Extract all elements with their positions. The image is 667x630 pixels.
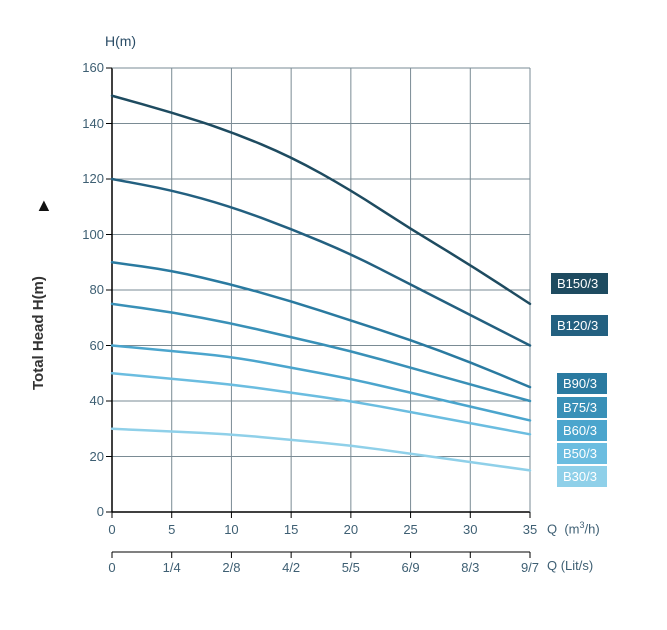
y-tick-label: 100 <box>72 227 104 242</box>
y-tick-label: 120 <box>72 171 104 186</box>
x-tick-primary-label: 5 <box>160 522 184 537</box>
x-tick-primary-label: 30 <box>458 522 482 537</box>
x-tick-primary-label: 35 <box>518 522 542 537</box>
y-tick-label: 20 <box>72 449 104 464</box>
x-tick-secondary-label: 6/9 <box>397 560 425 575</box>
y-tick-label: 60 <box>72 338 104 353</box>
y-tick-label: 80 <box>72 282 104 297</box>
x-tick-primary-label: 0 <box>100 522 124 537</box>
series-B90/3 <box>112 262 530 387</box>
legend-item: B150/3 <box>551 273 608 294</box>
legend-item: B50/3 <box>557 443 607 464</box>
legend-item: B120/3 <box>551 315 608 336</box>
y-tick-label: 140 <box>72 116 104 131</box>
x-tick-secondary-label: 5/5 <box>337 560 365 575</box>
x-tick-primary-label: 10 <box>219 522 243 537</box>
y-tick-label: 40 <box>72 393 104 408</box>
series-B30/3 <box>112 429 530 471</box>
y-axis-title: H(m) <box>105 33 136 49</box>
y-tick-label: 0 <box>72 504 104 519</box>
x-tick-primary-label: 25 <box>399 522 423 537</box>
x-tick-secondary-label: 9/7 <box>516 560 544 575</box>
y-axis-vertical-label: Total Head H(m) <box>30 276 47 390</box>
x-axis-primary-unit: Q (m3/h) <box>547 520 600 536</box>
legend-item: B30/3 <box>557 466 607 487</box>
x-tick-secondary-label: 0 <box>98 560 126 575</box>
up-arrow-icon: ▲ <box>35 195 53 216</box>
x-tick-secondary-label: 8/3 <box>456 560 484 575</box>
x-tick-secondary-label: 1/4 <box>158 560 186 575</box>
legend-item: B60/3 <box>557 420 607 441</box>
x-tick-secondary-label: 2/8 <box>217 560 245 575</box>
chart-container: { "chart": { "type": "line", "width_px":… <box>0 0 667 630</box>
x-axis-secondary-unit: Q (Lit/s) <box>547 558 593 573</box>
x-tick-primary-label: 20 <box>339 522 363 537</box>
x-tick-primary-label: 15 <box>279 522 303 537</box>
legend-item: B90/3 <box>557 373 607 394</box>
y-tick-label: 160 <box>72 60 104 75</box>
legend-item: B75/3 <box>557 397 607 418</box>
x-tick-secondary-label: 4/2 <box>277 560 305 575</box>
